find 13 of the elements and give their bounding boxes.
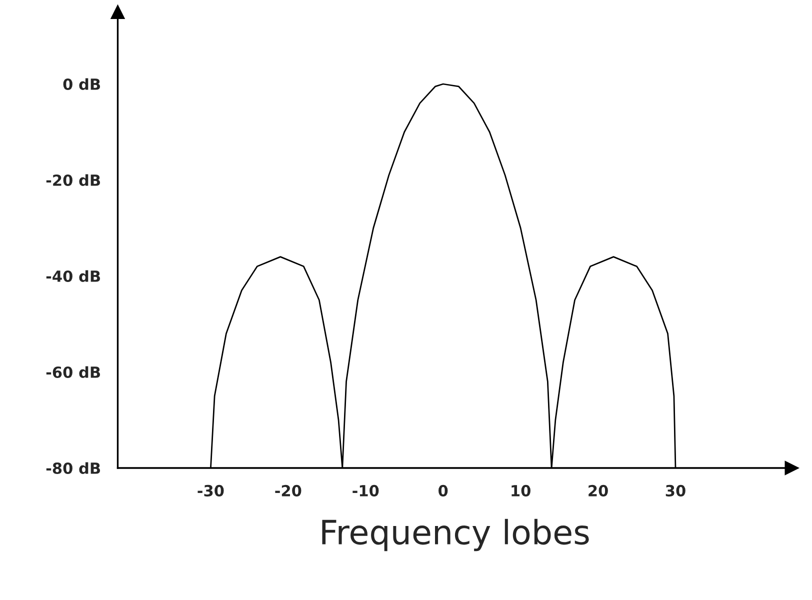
x-tick-label: 20 — [588, 484, 608, 496]
x-tick-label: -10 — [352, 484, 379, 496]
y-tick-label: -20 dB — [46, 174, 100, 186]
y-tick-label: -60 dB — [46, 366, 100, 378]
x-tick-label: -20 — [275, 484, 302, 496]
x-tick-label: 30 — [666, 484, 686, 496]
y-tick-label: 0 dB — [63, 78, 100, 90]
x-tick-label: 10 — [512, 484, 530, 496]
x-tick-label: 0 — [438, 484, 448, 496]
x-tick-label: -30 — [198, 484, 224, 496]
y-tick-label: -40 dB — [46, 270, 100, 282]
y-tick-label: -80 dB — [46, 462, 100, 474]
x-axis-title: Frequency lobes — [322, 518, 589, 552]
